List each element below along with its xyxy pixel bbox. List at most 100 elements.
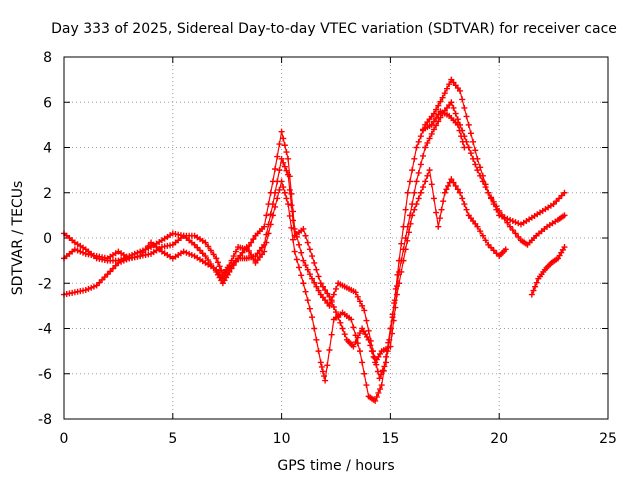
data-point <box>404 237 411 244</box>
data-point <box>326 293 333 300</box>
data-point <box>438 206 445 213</box>
data-point <box>363 382 370 389</box>
data-point <box>286 212 293 219</box>
data-point <box>306 305 313 312</box>
data-point <box>435 111 442 118</box>
data-point <box>375 389 382 396</box>
data-point <box>290 217 297 224</box>
data-point <box>269 201 276 208</box>
data-point <box>415 169 422 176</box>
data-point <box>324 290 331 297</box>
data-point <box>367 342 374 349</box>
data-point <box>553 198 560 205</box>
data-point <box>300 225 307 232</box>
data-point <box>420 184 427 191</box>
data-point <box>387 343 394 350</box>
data-point <box>530 287 537 294</box>
data-point <box>145 242 152 249</box>
data-point <box>479 178 486 185</box>
data-point <box>281 142 288 149</box>
data-point <box>302 232 309 239</box>
data-point <box>291 248 298 255</box>
data-point <box>272 165 279 172</box>
data-point <box>417 189 424 196</box>
data-point <box>448 99 455 106</box>
series-2 <box>61 99 568 404</box>
y-tick-label: 6 <box>43 95 52 111</box>
data-point <box>477 172 484 179</box>
data-point <box>501 215 508 222</box>
data-point <box>290 236 297 243</box>
data-point <box>512 219 519 226</box>
data-point <box>409 167 416 174</box>
data-point <box>433 106 440 113</box>
y-tick-label: -4 <box>38 322 52 338</box>
data-point <box>424 139 431 146</box>
data-point <box>230 253 237 260</box>
data-point <box>333 309 339 316</box>
data-point <box>276 186 283 193</box>
data-point <box>315 287 322 294</box>
data-point <box>413 201 420 208</box>
data-point <box>515 233 522 240</box>
data-point <box>361 370 368 377</box>
data-point <box>443 85 450 92</box>
data-point <box>188 251 195 258</box>
data-point <box>261 241 268 248</box>
data-point <box>315 273 322 280</box>
data-point <box>470 155 477 162</box>
data-point <box>115 257 122 264</box>
data-point <box>477 164 484 171</box>
y-tick-label: -8 <box>38 412 52 428</box>
data-point <box>317 280 324 287</box>
data-point <box>454 186 461 193</box>
data-point <box>274 153 281 160</box>
data-point <box>490 247 497 254</box>
data-point <box>96 279 103 286</box>
data-point <box>561 212 568 219</box>
data-point <box>354 293 361 300</box>
data-point <box>398 240 405 247</box>
data-point <box>315 348 322 355</box>
data-point <box>207 247 214 254</box>
data-point <box>482 184 489 191</box>
data-point <box>339 325 346 332</box>
data-point <box>112 262 119 269</box>
data-point <box>319 368 326 375</box>
y-axis-label: SDTVAR / TECUs <box>10 181 26 296</box>
data-point <box>411 189 418 196</box>
data-point <box>402 206 409 213</box>
data-point <box>77 248 84 255</box>
data-point <box>389 330 396 337</box>
data-point <box>435 223 442 230</box>
data-point <box>493 203 500 210</box>
data-point <box>488 244 495 251</box>
data-point <box>90 283 97 290</box>
data-point <box>448 176 455 183</box>
data-point <box>405 229 412 236</box>
data-point <box>99 276 106 283</box>
data-point <box>359 359 366 366</box>
data-point <box>285 201 292 208</box>
y-tick-label: 2 <box>43 186 52 202</box>
data-point <box>509 227 516 234</box>
data-point <box>392 304 399 311</box>
data-point <box>104 271 111 278</box>
data-point <box>142 246 149 253</box>
data-point <box>202 239 209 246</box>
data-point <box>319 283 326 290</box>
data-point <box>445 182 452 189</box>
y-tick-label: 8 <box>43 50 52 66</box>
data-point <box>436 215 443 222</box>
data-point <box>276 167 283 174</box>
data-point <box>309 314 316 321</box>
data-point <box>409 212 416 219</box>
data-point <box>512 230 519 237</box>
data-point <box>488 194 495 201</box>
data-point <box>402 246 409 253</box>
data-series <box>61 76 568 404</box>
data-point <box>435 102 442 109</box>
data-point <box>498 211 505 218</box>
series-line <box>63 78 565 381</box>
